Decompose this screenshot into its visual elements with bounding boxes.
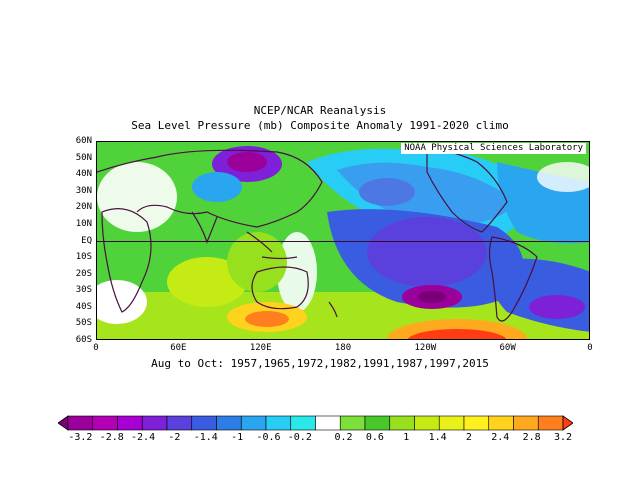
colorbar-tick-label: 0.6 bbox=[365, 432, 384, 443]
lat-label: 10S bbox=[75, 252, 92, 263]
colorbar-swatch bbox=[463, 415, 490, 431]
lat-label: 60N bbox=[75, 136, 92, 146]
map-credit: NOAA Physical Sciences Laboratory bbox=[401, 143, 586, 154]
colorbar-swatch bbox=[240, 415, 267, 431]
colorbar-min-arrow bbox=[58, 415, 69, 431]
lat-label: 10N bbox=[75, 218, 92, 229]
colorbar-swatch bbox=[389, 415, 415, 431]
colorbar-swatch bbox=[438, 415, 465, 431]
colorbar-tick-label: -2 bbox=[168, 432, 181, 443]
lat-label: 50N bbox=[75, 152, 92, 163]
lat-label: 60S bbox=[75, 335, 92, 345]
colorbar-swatch bbox=[513, 415, 539, 431]
lon-label: 0 bbox=[587, 343, 593, 353]
anomaly-field bbox=[97, 142, 589, 339]
lat-label: 40S bbox=[75, 301, 92, 312]
colorbar-swatch bbox=[141, 415, 168, 431]
colorbar-tick-label: 0.2 bbox=[334, 432, 353, 443]
colorbar-swatch bbox=[265, 415, 292, 431]
lon-label: 60W bbox=[499, 343, 516, 353]
colorbar-swatch bbox=[166, 415, 193, 431]
colorbar-tick-label: -1 bbox=[231, 432, 244, 443]
colorbar-tick-label: -3.2 bbox=[68, 432, 93, 443]
colorbar-swatch bbox=[290, 415, 316, 431]
colorbar-tick-label: 2.8 bbox=[522, 432, 541, 443]
colorbar-swatch bbox=[191, 415, 217, 431]
colorbar-tick-label: -0.6 bbox=[256, 432, 281, 443]
colorbar-swatch bbox=[339, 415, 366, 431]
colorbar-tick-label: 1 bbox=[403, 432, 410, 443]
colorbar-tick-label: -2.4 bbox=[131, 432, 156, 443]
lat-label: 30S bbox=[75, 285, 92, 296]
colorbar-tick-label: -0.2 bbox=[287, 432, 312, 443]
lat-label: 30N bbox=[75, 185, 92, 196]
colorbar bbox=[58, 415, 573, 431]
colorbar-swatch bbox=[117, 415, 143, 431]
colorbar-tick-label: -2.8 bbox=[99, 432, 124, 443]
anomaly-map: NOAA Physical Sciences Laboratory bbox=[96, 141, 590, 340]
colorbar-tick-label: 1.4 bbox=[428, 432, 447, 443]
lat-label: 50S bbox=[75, 318, 92, 329]
colorbar-swatch bbox=[216, 415, 242, 431]
colorbar-swatch bbox=[364, 415, 391, 431]
colorbar-tick-label: 2.4 bbox=[491, 432, 510, 443]
lat-label: EQ bbox=[81, 235, 92, 246]
colorbar-tick-label: 3.2 bbox=[553, 432, 573, 443]
lat-label: 20N bbox=[75, 202, 92, 213]
chart-subtitle: Sea Level Pressure (mb) Composite Anomal… bbox=[131, 119, 509, 132]
lon-label: 180 bbox=[334, 343, 352, 353]
lat-label: 20S bbox=[75, 268, 92, 279]
colorbar-swatch bbox=[414, 415, 440, 431]
lon-label: 120E bbox=[249, 343, 272, 353]
colorbar-swatch bbox=[537, 415, 564, 431]
lat-label: 40N bbox=[75, 169, 92, 180]
colorbar-swatch bbox=[488, 415, 514, 431]
colorbar-max-arrow bbox=[562, 415, 573, 431]
colorbar-swatch bbox=[92, 415, 118, 431]
colorbar-tick-label: 2 bbox=[465, 432, 472, 443]
season-caption: Aug to Oct: 1957,1965,1972,1982,1991,198… bbox=[151, 357, 489, 370]
lon-label: 0 bbox=[93, 343, 99, 353]
colorbar-swatch bbox=[67, 415, 94, 431]
colorbar-tick-label: -1.4 bbox=[193, 432, 218, 443]
colorbar-swatch bbox=[315, 415, 341, 431]
lon-label: 60E bbox=[170, 343, 187, 353]
lon-label: 120W bbox=[414, 343, 437, 353]
chart-title: NCEP/NCAR Reanalysis bbox=[253, 104, 387, 117]
